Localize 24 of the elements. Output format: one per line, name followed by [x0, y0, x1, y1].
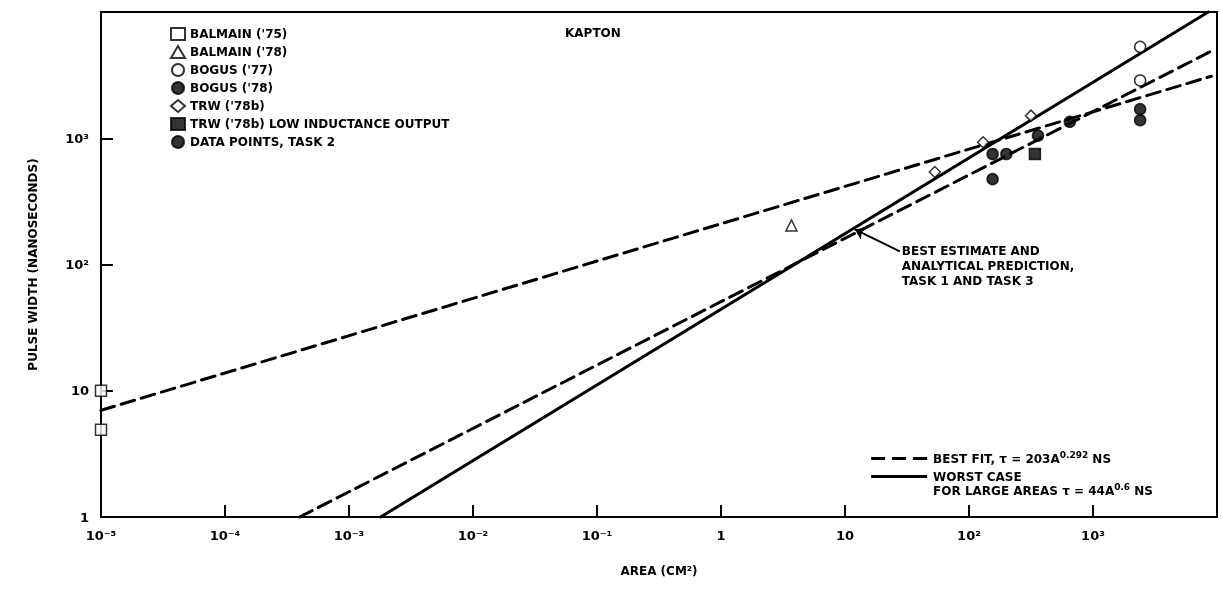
legend-label: BALMAIN ('78): [190, 45, 288, 59]
x-tick-label: 10⁻⁵: [85, 528, 117, 543]
x-tick-label: 10⁻¹: [581, 528, 613, 543]
legend-label: TRW ('78b) LOW INDUCTANCE OUTPUT: [190, 117, 451, 131]
y-tick-label: 10³: [65, 130, 89, 146]
y-axis-title: PULSE WIDTH (NANOSECONDS): [26, 158, 40, 371]
x-tick-label: 10⁻³: [333, 528, 365, 543]
x-tick-label: 10²: [957, 528, 981, 543]
legend-label: TRW ('78b): [190, 99, 265, 113]
x-tick-label: 10⁻²: [457, 528, 489, 543]
x-axis-title: AREA (CM²): [620, 564, 698, 578]
annotation: BEST ESTIMATE AND ANALYTICAL PREDICTION, TASK 1 AND TASK 3: [901, 243, 1075, 288]
y-tick-label: 1: [79, 509, 89, 525]
text: KAPTON: [565, 26, 621, 40]
y-tick-label: 10²: [65, 257, 89, 272]
x-tick-label: 10³: [1081, 528, 1105, 543]
x-tick-label: 10⁻⁴: [209, 528, 241, 543]
legend-label: BOGUS ('78): [190, 81, 274, 95]
y-tick-label: 10: [70, 383, 89, 399]
x-tick-label: 10: [835, 528, 855, 543]
legend-label: BALMAIN ('75): [190, 27, 288, 41]
legend-label: BOGUS ('77): [190, 63, 274, 77]
legend-label: DATA POINTS, TASK 2: [190, 135, 336, 149]
x-tick-label: 1: [716, 528, 726, 543]
